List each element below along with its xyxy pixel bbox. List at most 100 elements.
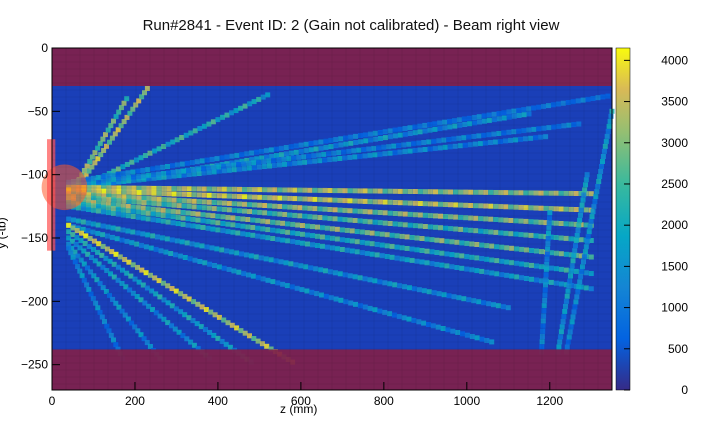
track-pixel <box>442 119 448 125</box>
track-pixel <box>579 269 585 275</box>
track-pixel <box>255 338 261 344</box>
track-pixel <box>591 204 597 210</box>
track-pixel <box>382 220 388 226</box>
track-pixel <box>570 258 576 264</box>
track-pixel <box>302 205 308 211</box>
track-pixel <box>280 281 286 287</box>
track-pixel <box>581 254 587 260</box>
track-pixel <box>461 296 467 302</box>
track-pixel <box>88 269 94 275</box>
track-pixel <box>147 150 153 156</box>
track-pixel <box>265 277 271 283</box>
track-pixel <box>146 172 152 178</box>
track-pixel <box>102 319 107 325</box>
track-pixel <box>275 220 281 226</box>
track-pixel <box>269 153 275 159</box>
track-pixel <box>195 224 201 230</box>
track-pixel <box>84 282 90 288</box>
track-pixel <box>563 267 569 273</box>
track-pixel <box>107 258 113 264</box>
track-pixel <box>221 168 227 174</box>
track-pixel <box>180 210 186 215</box>
track-pixel <box>192 128 198 134</box>
track-pixel <box>568 190 574 196</box>
track-pixel <box>215 117 221 123</box>
track-pixel <box>270 279 276 285</box>
track-pixel <box>100 243 106 249</box>
track-pixel <box>302 159 308 165</box>
track-pixel <box>317 197 323 203</box>
track-pixel <box>342 155 348 161</box>
track-pixel <box>544 251 550 257</box>
track-pixel <box>590 96 596 101</box>
track-pixel <box>452 118 457 124</box>
track-pixel <box>115 166 121 172</box>
track-pixel <box>124 96 130 102</box>
track-pixel <box>540 328 546 334</box>
track-pixel <box>131 185 137 191</box>
track-pixel <box>140 231 146 237</box>
track-pixel <box>81 277 87 283</box>
track-pixel <box>242 187 247 192</box>
track-pixel <box>168 251 174 256</box>
track-pixel <box>92 160 98 166</box>
track-pixel <box>412 212 418 218</box>
track-pixel <box>119 308 125 314</box>
track-pixel <box>575 227 581 233</box>
track-pixel <box>402 222 408 228</box>
track-pixel <box>439 262 445 268</box>
track-pixel <box>150 211 156 217</box>
track-pixel <box>215 335 221 341</box>
track-5 <box>66 121 582 188</box>
track-pixel <box>125 228 131 234</box>
track-pixel <box>200 212 206 218</box>
track-pixel <box>86 195 92 201</box>
track-pixel <box>210 119 216 125</box>
track-pixel <box>461 135 467 141</box>
track-pixel <box>155 165 161 171</box>
track-pixel <box>85 176 91 182</box>
track-pixel <box>349 238 355 244</box>
track-pixel <box>391 312 397 318</box>
track-pixel <box>434 237 440 243</box>
track-pixel <box>569 263 575 269</box>
track-pixel <box>401 315 407 321</box>
track-pixel <box>600 159 605 164</box>
track-pixel <box>327 269 333 275</box>
track-pixel <box>411 317 417 323</box>
track-pixel <box>247 101 253 107</box>
track-pixel <box>536 104 542 110</box>
track-pixel <box>489 339 495 345</box>
track-pixel <box>115 277 121 283</box>
track-pixel <box>288 261 294 267</box>
track-pixel <box>283 151 289 157</box>
track-pixel <box>342 272 348 278</box>
track-pixel <box>161 171 167 176</box>
track-pixel <box>132 324 138 330</box>
track-pixel <box>352 154 358 160</box>
track-pixel <box>443 202 448 207</box>
track-pixel <box>91 182 97 188</box>
track-pixel <box>392 188 398 194</box>
track-pixel <box>521 107 527 113</box>
track-pixel <box>252 194 257 200</box>
track-pixel <box>219 247 225 253</box>
track-pixel <box>270 219 276 225</box>
track-pixel <box>186 198 192 204</box>
track-pixel <box>399 233 405 239</box>
track-pixel <box>186 192 192 197</box>
track-pixel <box>176 169 182 175</box>
track-pixel <box>91 185 97 191</box>
track-pixel <box>336 150 342 156</box>
track-pixel <box>297 160 303 166</box>
masked-region-0 <box>52 48 612 86</box>
track-pixel <box>567 329 573 335</box>
track-pixel <box>180 333 186 339</box>
track-pixel <box>397 149 403 155</box>
track-pixel <box>275 236 281 242</box>
track-pixel <box>583 207 589 213</box>
track-pixel <box>585 234 591 240</box>
track-pixel <box>344 247 350 253</box>
track-pixel <box>71 217 76 223</box>
